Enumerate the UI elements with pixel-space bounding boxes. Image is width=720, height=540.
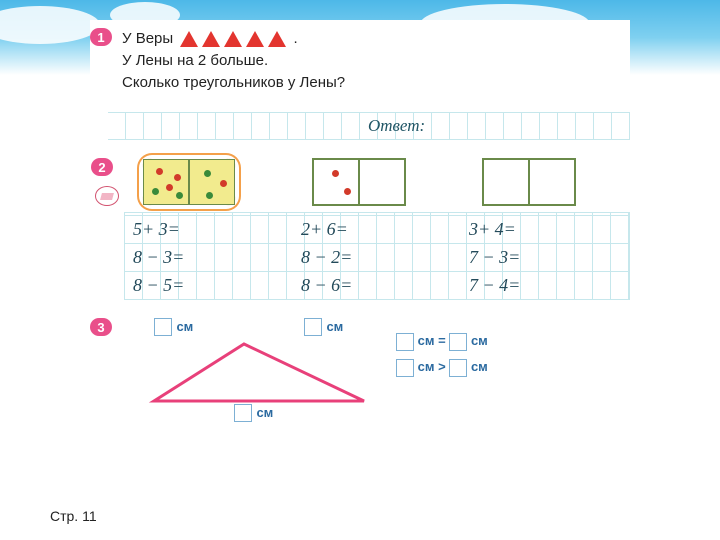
unit-cm: см (418, 333, 435, 348)
answer-grid-row[interactable]: Ответ: (108, 112, 630, 140)
domino-row (124, 158, 630, 206)
equation[interactable]: 8 − 5= (133, 271, 285, 299)
red-triangle-icon (180, 31, 198, 47)
equation[interactable]: 8 − 3= (133, 243, 285, 271)
problem-2: 2 5+ 3=8 − 3=8 − 5=2+ 6=8 − 2=8 − 6=3+ 4… (90, 158, 630, 300)
domino-half (313, 159, 359, 205)
math-column: 5+ 3=8 − 3=8 − 5= (125, 213, 293, 299)
problem-3: 3 см см см см = см (90, 318, 630, 428)
equals-symbol: = (438, 333, 446, 348)
measure-box[interactable] (396, 333, 414, 351)
domino-dot (176, 192, 183, 199)
domino-half (529, 159, 575, 205)
equation[interactable]: 7 − 4= (469, 271, 621, 299)
equation[interactable]: 8 − 6= (301, 271, 453, 299)
problem-badge-1: 1 (90, 28, 112, 46)
red-triangle-icon (246, 31, 264, 47)
problem-1: 1 У Веры . У Лены на 2 больше. Сколько т… (90, 20, 630, 94)
p1-line1-suffix: . (294, 30, 298, 47)
equation[interactable]: 7 − 3= (469, 243, 621, 271)
problem-badge-3: 3 (90, 318, 112, 336)
unit-cm: см (256, 405, 273, 420)
domino-half (189, 159, 235, 205)
measure-box[interactable] (154, 318, 172, 336)
domino-dot (204, 170, 211, 177)
equation[interactable]: 5+ 3= (133, 215, 285, 243)
measure-box[interactable] (449, 333, 467, 351)
measure-box[interactable] (234, 404, 252, 422)
p1-line2: У Лены на 2 больше. (122, 50, 345, 72)
domino-half (143, 159, 189, 205)
page-number-label: Стр. 11 (50, 508, 97, 524)
comparison-area: см = см см > см (396, 318, 488, 380)
measure-box[interactable] (396, 359, 414, 377)
math-grid[interactable]: 5+ 3=8 − 3=8 − 5=2+ 6=8 − 2=8 − 6=3+ 4=7… (124, 212, 630, 300)
measure-box[interactable] (304, 318, 322, 336)
unit-cm: см (471, 359, 488, 374)
worksheet-page: 1 У Веры . У Лены на 2 больше. Сколько т… (90, 20, 630, 446)
red-triangle-icon (202, 31, 220, 47)
domino-dot (206, 192, 213, 199)
domino (482, 158, 576, 206)
domino (142, 158, 236, 206)
domino-dot (152, 188, 159, 195)
math-column: 3+ 4=7 − 3=7 − 4= (461, 213, 629, 299)
problem-badge-2: 2 (91, 158, 113, 176)
domino-dot (174, 174, 181, 181)
p1-line1-prefix: У Веры (122, 30, 173, 47)
domino-dot (220, 180, 227, 187)
answer-label: Ответ: (368, 116, 425, 136)
domino-half (359, 159, 405, 205)
cloud (0, 6, 100, 44)
problem-1-text: У Веры . У Лены на 2 больше. Сколько тре… (122, 28, 345, 94)
domino-dot (332, 170, 339, 177)
red-triangle-icon (224, 31, 242, 47)
eraser-icon (95, 186, 119, 206)
gt-symbol: > (438, 359, 446, 374)
domino-dot (344, 188, 351, 195)
p1-line3: Сколько треугольников у Лены? (122, 72, 345, 94)
math-column: 2+ 6=8 − 2=8 − 6= (293, 213, 461, 299)
equation[interactable]: 8 − 2= (301, 243, 453, 271)
domino-dot (166, 184, 173, 191)
equation[interactable]: 2+ 6= (301, 215, 453, 243)
domino-half (483, 159, 529, 205)
equation[interactable]: 3+ 4= (469, 215, 621, 243)
triangle-row (180, 31, 286, 47)
unit-cm: см (176, 319, 193, 334)
unit-cm: см (418, 359, 435, 374)
unit-cm: см (326, 319, 343, 334)
triangle-measure-area: см см см (134, 318, 384, 428)
domino-dot (156, 168, 163, 175)
red-triangle-icon (268, 31, 286, 47)
domino (312, 158, 406, 206)
unit-cm: см (471, 333, 488, 348)
measure-box[interactable] (449, 359, 467, 377)
